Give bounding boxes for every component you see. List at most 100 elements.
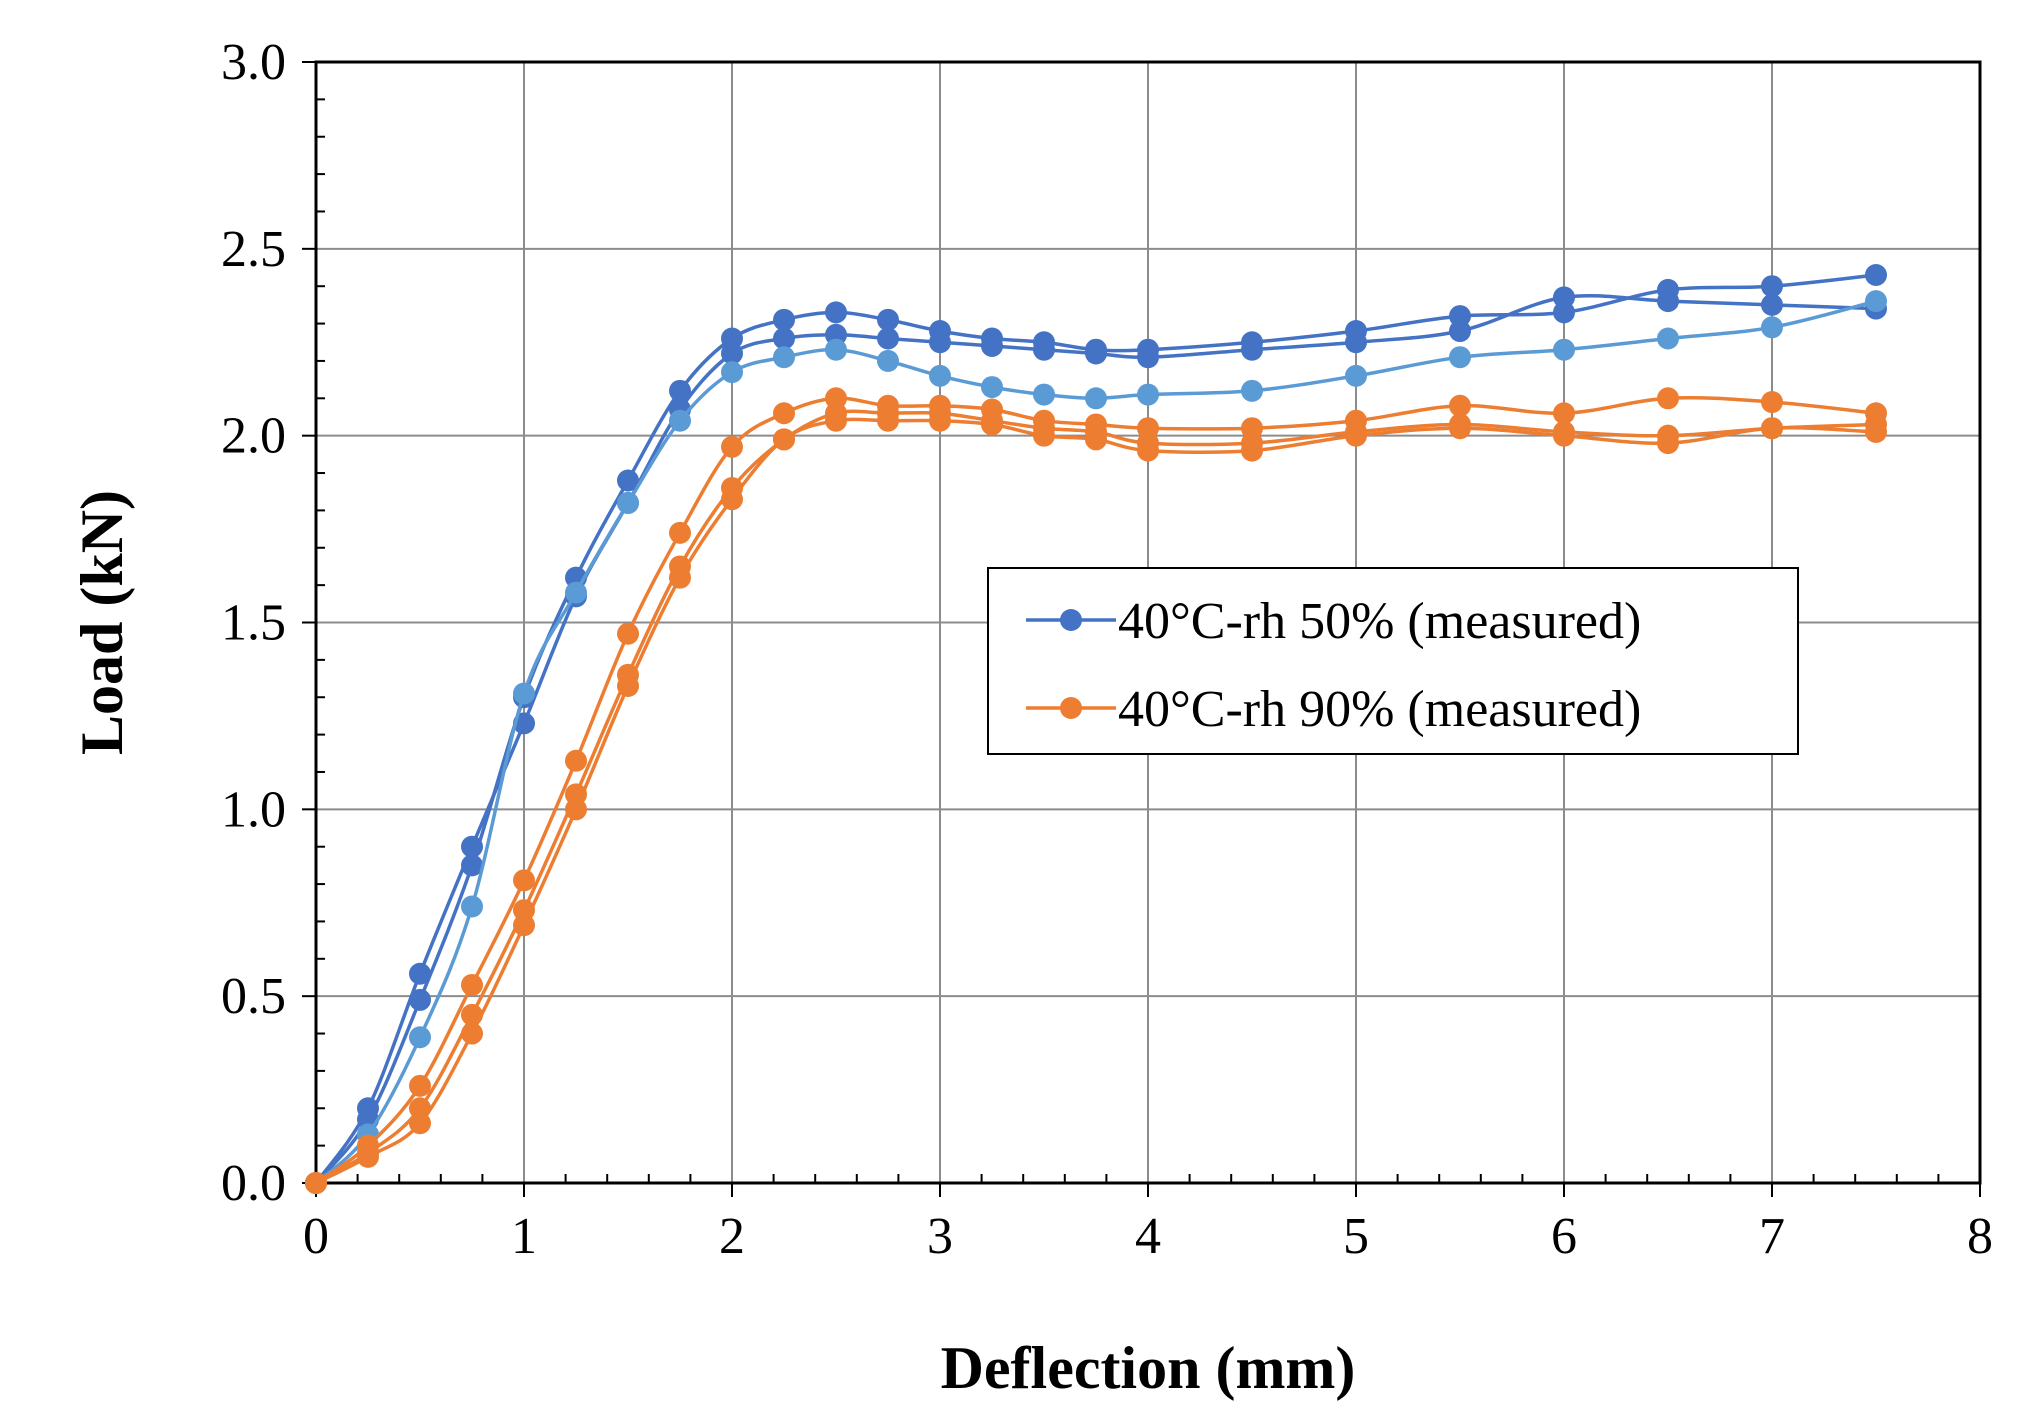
data-point [1345, 424, 1367, 447]
x-tick-label: 7 [1759, 1208, 1785, 1265]
data-point [773, 308, 795, 331]
data-point [1761, 293, 1783, 316]
data-point [669, 379, 691, 402]
data-point [929, 364, 951, 387]
data-point [1085, 342, 1107, 365]
x-tick-label: 8 [1967, 1208, 1993, 1265]
x-tick-label: 3 [927, 1208, 953, 1265]
y-tick-label: 1.5 [221, 595, 286, 652]
data-point [461, 973, 483, 996]
legend: 40°C-rh 50% (measured) 40°C-rh 90% (measu… [987, 567, 1799, 755]
data-point [1449, 320, 1471, 343]
y-axis-tick-labels: 0.0 0.5 1.0 1.5 2.0 2.5 3.0 [221, 34, 286, 1212]
data-point [565, 581, 587, 604]
data-point [409, 1112, 431, 1135]
legend-marker [1060, 697, 1082, 719]
data-point [825, 301, 847, 324]
data-point [1553, 424, 1575, 447]
series-line [314, 395, 1877, 1185]
legend-entries: 40°C-rh 50% (measured) 40°C-rh 90% (measu… [1026, 593, 1641, 738]
series-layer [305, 263, 1887, 1194]
data-point [409, 1026, 431, 1049]
data-point [617, 675, 639, 698]
data-point [617, 469, 639, 492]
data-point [461, 1022, 483, 1045]
data-point [1761, 275, 1783, 298]
x-tick-label: 5 [1343, 1208, 1369, 1265]
data-point [1449, 417, 1471, 440]
data-point [825, 409, 847, 432]
x-axis-tick-labels: 0 1 2 3 4 5 6 7 8 [303, 1208, 1993, 1265]
data-point [565, 798, 587, 821]
data-point [409, 1074, 431, 1097]
data-point [1657, 387, 1679, 410]
data-point [617, 491, 639, 514]
data-point [1137, 383, 1159, 406]
legend-marker [1060, 609, 1082, 631]
x-tick-label: 1 [511, 1208, 537, 1265]
series-6 [305, 409, 1887, 1194]
data-point [669, 409, 691, 432]
data-point [721, 435, 743, 458]
data-point [357, 1097, 379, 1120]
data-point [1553, 286, 1575, 309]
data-point [513, 869, 535, 892]
data-point [981, 413, 1003, 436]
data-point [1345, 364, 1367, 387]
data-point [1865, 420, 1887, 443]
data-point [877, 349, 899, 372]
data-point [877, 327, 899, 350]
legend-label: 40°C-rh 90% (measured) [1118, 681, 1641, 738]
data-point [409, 988, 431, 1011]
data-point [513, 914, 535, 937]
data-point [1241, 379, 1263, 402]
y-tick-label: 3.0 [221, 34, 286, 91]
y-tick-label: 2.0 [221, 408, 286, 465]
data-point [721, 361, 743, 384]
data-point [721, 488, 743, 511]
data-point [357, 1145, 379, 1168]
data-point [1033, 424, 1055, 447]
data-point [1241, 439, 1263, 462]
data-point [721, 342, 743, 365]
x-tick-label: 4 [1135, 1208, 1161, 1265]
data-point [929, 409, 951, 432]
data-point [1865, 263, 1887, 286]
data-point [305, 1172, 327, 1194]
x-tick-label: 6 [1551, 1208, 1577, 1265]
legend-entry-1: 40°C-rh 50% (measured) [1026, 593, 1641, 650]
data-point [1033, 338, 1055, 361]
data-point [1033, 383, 1055, 406]
data-point [1865, 290, 1887, 313]
data-point [981, 376, 1003, 399]
data-point [461, 835, 483, 858]
legend-label: 40°C-rh 50% (measured) [1118, 593, 1641, 650]
data-point [617, 622, 639, 645]
data-point [1137, 346, 1159, 369]
data-point [773, 402, 795, 425]
data-point [773, 327, 795, 350]
data-point [1761, 417, 1783, 440]
data-point [877, 409, 899, 432]
y-tick-label: 1.0 [221, 781, 286, 838]
y-tick-label: 0.5 [221, 968, 286, 1025]
data-point [669, 566, 691, 589]
data-point [409, 962, 431, 985]
data-point [1761, 316, 1783, 339]
data-point [773, 428, 795, 451]
data-point [1657, 290, 1679, 313]
x-tick-label: 0 [303, 1208, 329, 1265]
x-tick-label: 2 [719, 1208, 745, 1265]
data-point [565, 749, 587, 772]
data-point [1085, 387, 1107, 410]
data-point [1449, 346, 1471, 369]
data-point [461, 895, 483, 918]
data-point [929, 331, 951, 354]
data-point [1553, 402, 1575, 425]
data-point [1657, 432, 1679, 455]
data-point [513, 682, 535, 705]
x-axis-title: Deflection (mm) [941, 1335, 1356, 1401]
data-point [669, 521, 691, 544]
data-point [1761, 391, 1783, 414]
